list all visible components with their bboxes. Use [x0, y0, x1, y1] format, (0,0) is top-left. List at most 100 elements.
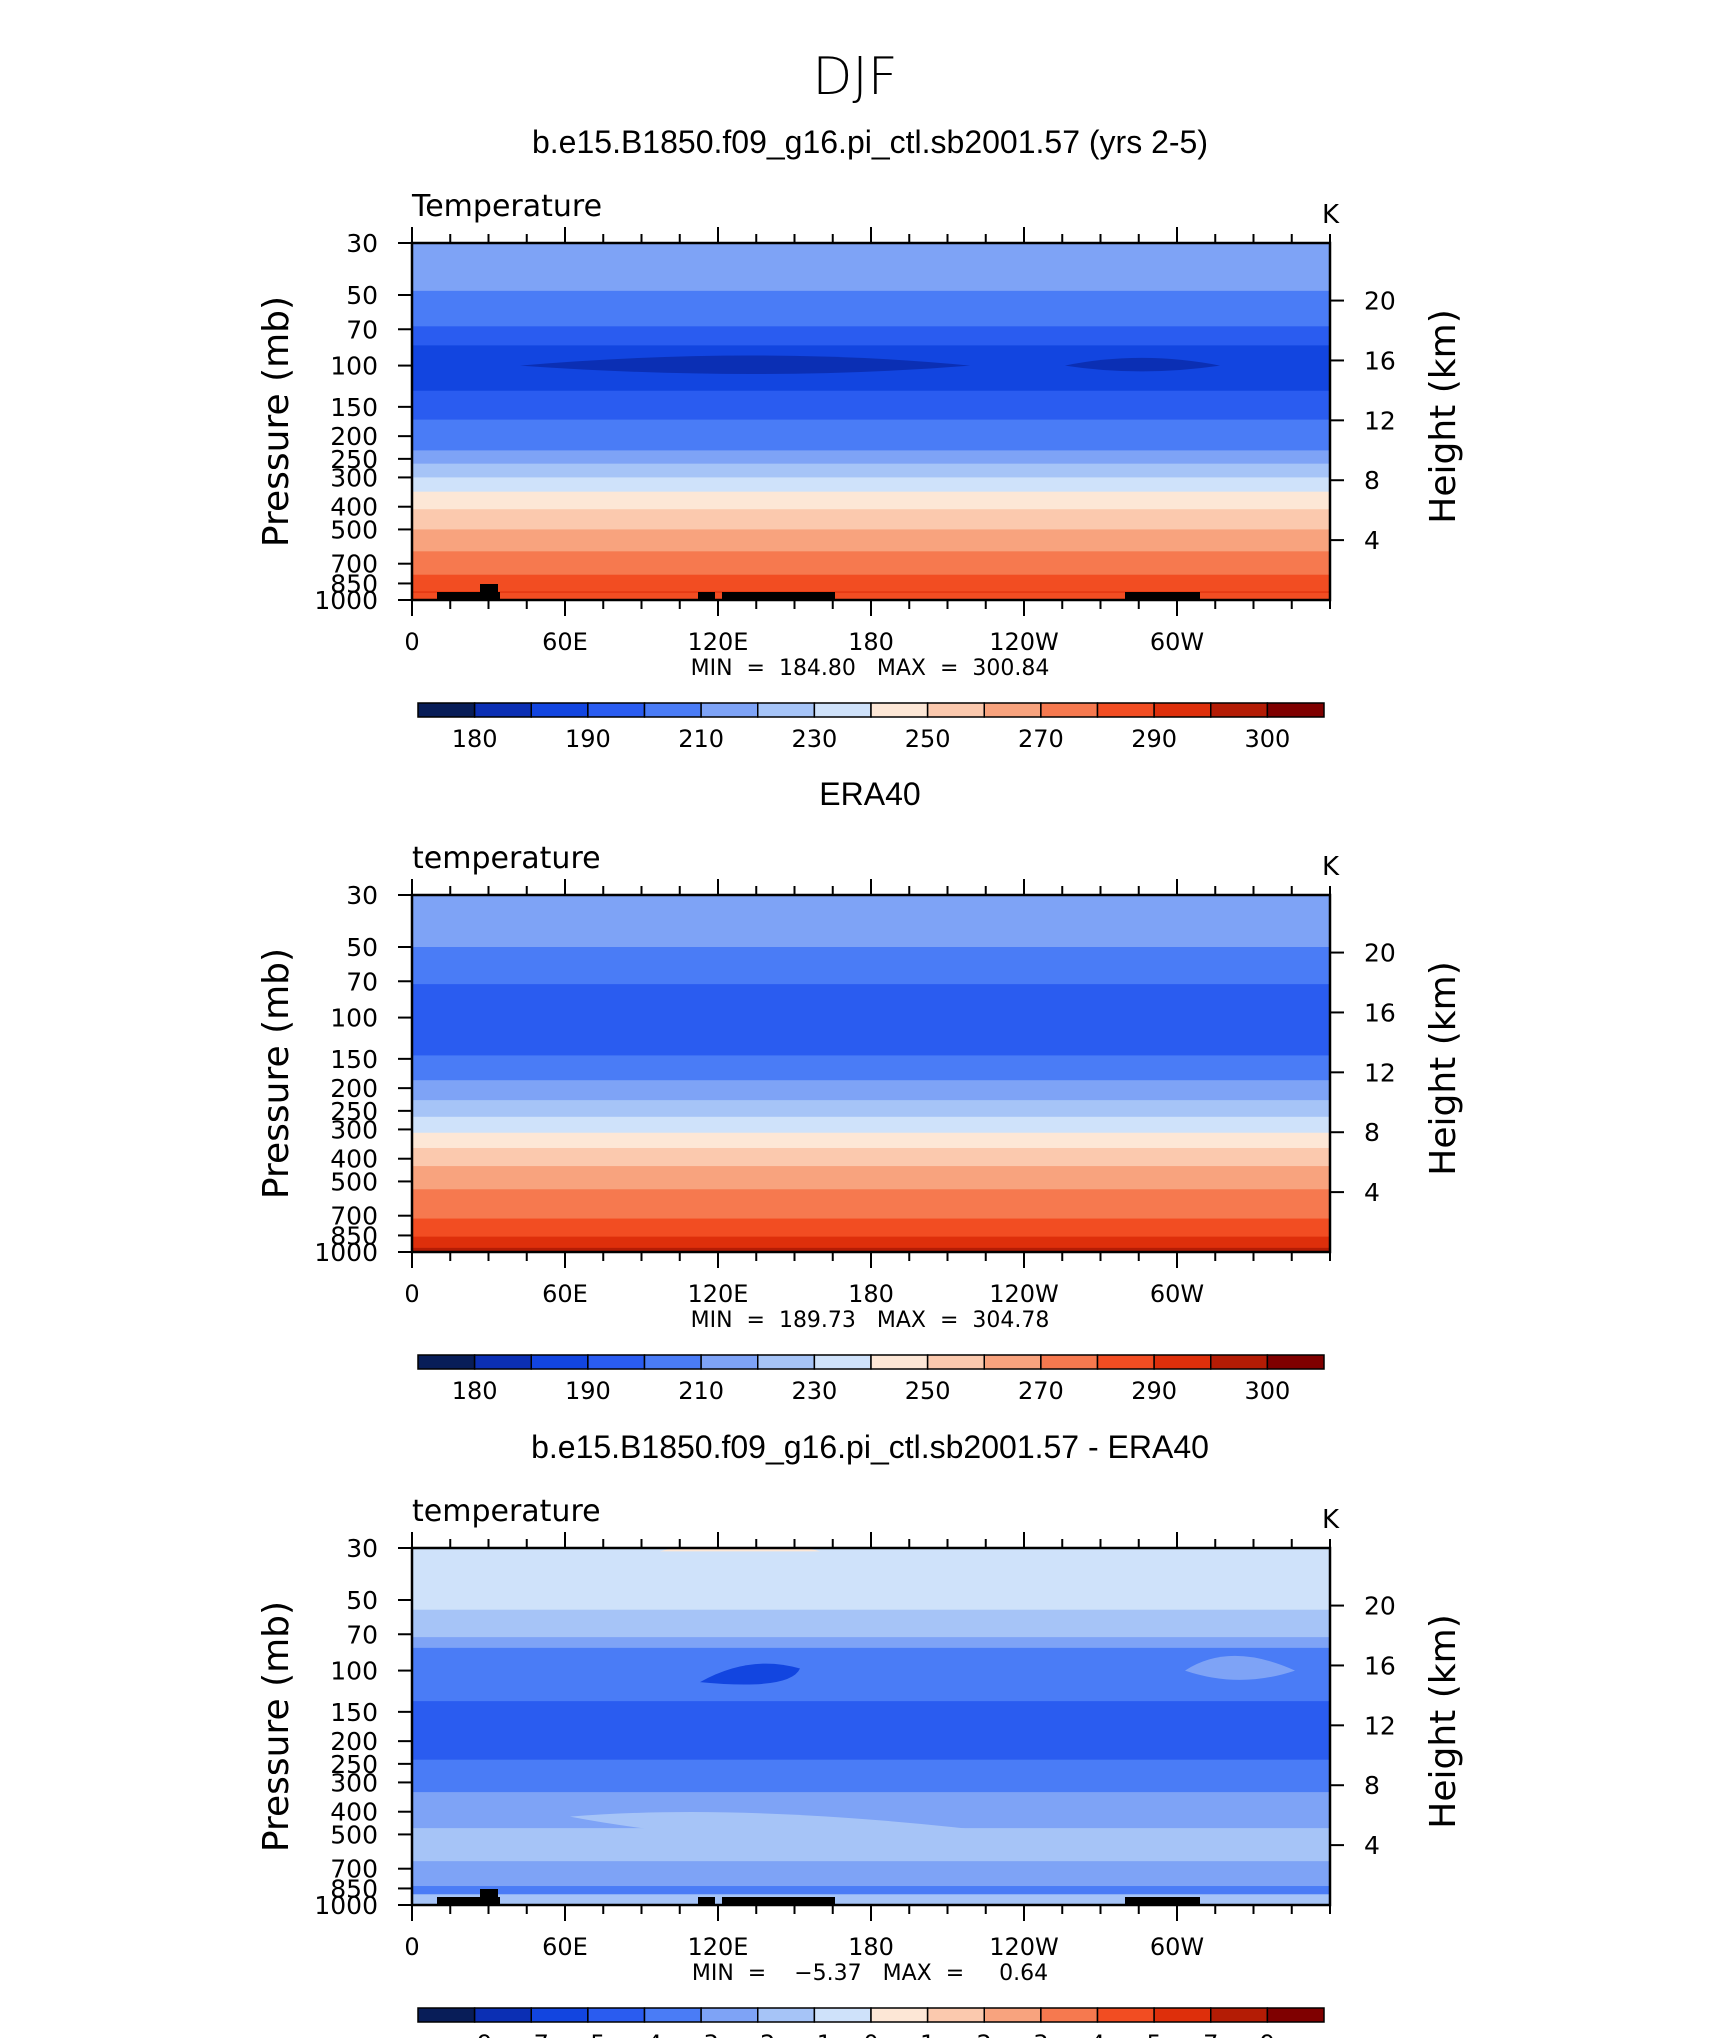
- topography: [437, 592, 500, 600]
- contour-band: [412, 1132, 1330, 1149]
- y2-tick-label: 12: [1364, 1058, 1396, 1087]
- y-tick-label: 150: [330, 1045, 378, 1074]
- colorbar-swatch: [983, 2007, 1042, 2023]
- colorbar-label: 300: [1244, 1377, 1290, 1405]
- y-tick-label: 30: [346, 229, 378, 258]
- x-tick-label: 0: [404, 628, 419, 656]
- y-tick-label: 300: [330, 1768, 378, 1797]
- colorbar-label: 9: [1260, 2030, 1275, 2038]
- x-tick-label: 120W: [989, 1933, 1059, 1961]
- contour-band: [412, 419, 1330, 452]
- y-tick-label: 150: [330, 393, 378, 422]
- y-tick-label: 70: [346, 315, 378, 344]
- colorbar-swatch: [1040, 702, 1099, 718]
- colorbar-swatch: [643, 702, 702, 718]
- colorbar-swatch: [643, 1354, 702, 1370]
- contour-fills: [412, 895, 1330, 1252]
- colorbar-label: 1: [920, 2030, 935, 2038]
- y2-tick-label: 20: [1364, 1592, 1396, 1621]
- contour-band: [412, 1759, 1330, 1794]
- x-tick-label: 180: [848, 1280, 894, 1308]
- colorbar-swatch: [926, 702, 985, 718]
- y2-tick-label: 12: [1364, 1711, 1396, 1740]
- y2-tick-label: 16: [1364, 1651, 1396, 1680]
- colorbar-swatch: [1210, 1354, 1269, 1370]
- colorbar-swatch: [587, 1354, 646, 1370]
- colorbar-swatch: [757, 702, 816, 718]
- colorbar-swatch: [700, 702, 759, 718]
- colorbar-swatch: [530, 702, 589, 718]
- colorbar-swatch: [530, 2007, 589, 2023]
- topography: [437, 1897, 500, 1905]
- y-tick-label: 50: [346, 281, 378, 310]
- topography: [1125, 1897, 1200, 1905]
- x-tick-label: 0: [404, 1933, 419, 1961]
- contour-band: [412, 491, 1330, 511]
- y-tick-label: 250: [330, 1097, 378, 1126]
- contour-band: [412, 1166, 1330, 1191]
- contour-band: [412, 551, 1330, 576]
- colorbar-label: 210: [678, 1377, 724, 1405]
- colorbar-label: 250: [905, 725, 951, 753]
- contour-blob: [660, 1548, 820, 1552]
- y2-tick-label: 16: [1364, 346, 1396, 375]
- colorbar-swatch: [1266, 2007, 1325, 2023]
- colorbar-label: 210: [678, 725, 724, 753]
- colorbar-label: 290: [1131, 1377, 1177, 1405]
- colorbar-swatch: [473, 1354, 532, 1370]
- colorbar-label: −2: [740, 2030, 775, 2038]
- y-tick-label: 300: [330, 1115, 378, 1144]
- colorbar-swatch: [813, 1354, 872, 1370]
- colorbar-swatch: [926, 1354, 985, 1370]
- contour-band: [412, 1116, 1330, 1134]
- contour-band: [412, 1701, 1330, 1761]
- y-axis-label: Pressure (mb): [256, 948, 297, 1199]
- colorbar-swatch: [813, 2007, 872, 2023]
- contour-blob: [1065, 357, 1220, 372]
- y2-tick-label: 4: [1364, 526, 1380, 555]
- y2-tick-label: 12: [1364, 406, 1396, 435]
- colorbar-swatch: [926, 2007, 985, 2023]
- colorbar-label: 190: [565, 725, 611, 753]
- y-tick-label: 50: [346, 933, 378, 962]
- colorbar-label: 250: [905, 1377, 951, 1405]
- colorbar-swatch: [1153, 2007, 1212, 2023]
- y2-tick-label: 20: [1364, 287, 1396, 316]
- y-tick-label: 400: [330, 493, 378, 522]
- topography: [480, 1897, 495, 1905]
- panel-title: ERA40: [819, 776, 920, 812]
- colorbar-swatch: [1040, 2007, 1099, 2023]
- y-tick-label: 250: [330, 445, 378, 474]
- panel-1: b.e15.B1850.f09_g16.pi_ctl.sb2001.57 (yr…: [256, 124, 1464, 753]
- colorbar-swatch: [1266, 1354, 1325, 1370]
- units-label: K: [1322, 1505, 1340, 1535]
- y-tick-label: 70: [346, 1620, 378, 1649]
- x-tick-label: 60E: [542, 1280, 588, 1308]
- x-tick-label: 120E: [688, 628, 749, 656]
- y-tick-label: 200: [330, 1074, 378, 1103]
- x-tick-label: 120E: [688, 1933, 749, 1961]
- contour-band: [412, 450, 1330, 465]
- contour-band: [412, 895, 1330, 949]
- contour-band: [412, 592, 1330, 600]
- x-tick-label: 120W: [989, 628, 1059, 656]
- contour-band: [412, 463, 1330, 479]
- y2-tick-label: 16: [1364, 998, 1396, 1027]
- colorbar-label: −4: [627, 2030, 662, 2038]
- y-tick-label: 100: [330, 1657, 378, 1686]
- contour-band: [412, 1861, 1330, 1888]
- colorbar-swatch: [983, 702, 1042, 718]
- min-max-stats: MIN = 189.73 MAX = 304.78: [691, 1308, 1050, 1333]
- y-tick-label: 500: [330, 1167, 378, 1196]
- contour-band: [412, 1647, 1330, 1703]
- contour-band: [412, 947, 1330, 986]
- y-tick-label: 700: [330, 550, 378, 579]
- contour-band: [412, 1189, 1330, 1220]
- colorbar-swatch: [757, 1354, 816, 1370]
- contour-band: [412, 390, 1330, 421]
- colorbar-label: 0: [863, 2030, 878, 2038]
- y-tick-label: 100: [330, 1004, 378, 1033]
- y-tick-label: 150: [330, 1698, 378, 1727]
- x-tick-label: 180: [848, 628, 894, 656]
- min-max-stats: MIN = −5.37 MAX = 0.64: [692, 1961, 1048, 1986]
